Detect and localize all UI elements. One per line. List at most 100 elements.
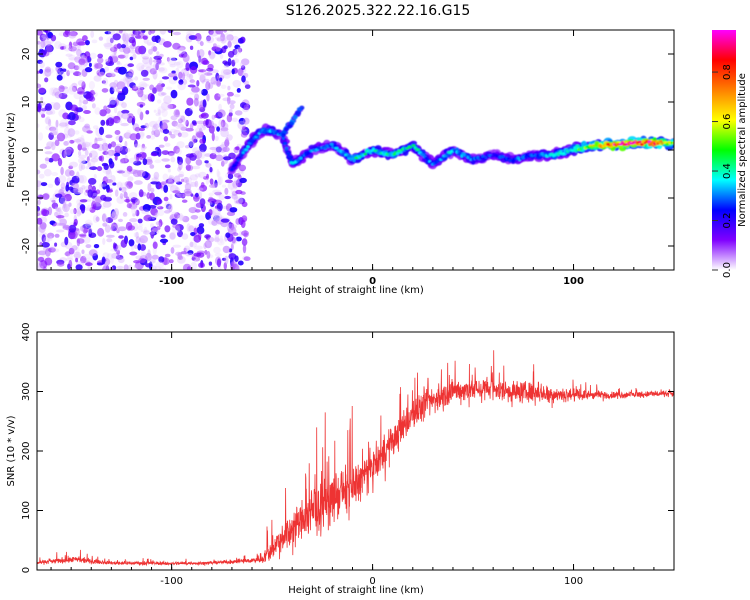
noise-blob (119, 158, 125, 164)
noise-blob (73, 222, 77, 227)
noise-blob (200, 182, 205, 188)
noise-blob (241, 58, 250, 66)
ridge-blob (352, 158, 356, 163)
noise-blob (195, 159, 203, 166)
noise-blob (140, 69, 149, 77)
noise-blob (229, 103, 235, 110)
noise-blob (197, 124, 203, 129)
noise-blob (124, 76, 132, 83)
noise-blob (78, 154, 87, 159)
noise-blob (116, 81, 126, 90)
noise-blob (153, 109, 157, 113)
noise-blob (215, 146, 222, 153)
noise-blob (110, 209, 116, 219)
noise-blob (172, 31, 181, 36)
noise-blob (65, 257, 73, 262)
noise-blob (107, 149, 116, 156)
ridge-blob (421, 153, 425, 157)
noise-blob (154, 159, 162, 164)
noise-blob (172, 190, 180, 194)
noise-blob (196, 131, 204, 138)
noise-blob (88, 184, 93, 192)
noise-blob (121, 32, 130, 42)
noise-blob (39, 33, 47, 42)
noise-blob (112, 182, 117, 186)
noise-blob (196, 252, 205, 258)
noise-blob (220, 218, 230, 223)
noise-blob (125, 72, 134, 79)
noise-blob (154, 212, 158, 218)
noise-blob (68, 247, 75, 255)
noise-blob (119, 146, 128, 155)
noise-blob (148, 260, 156, 264)
noise-blob (144, 214, 152, 221)
noise-blob (233, 58, 239, 64)
noise-blob (161, 92, 167, 96)
noise-blob (236, 143, 242, 147)
noise-blob (51, 202, 59, 209)
noise-blob (211, 219, 218, 226)
noise-blob (204, 160, 209, 164)
noise-blob (138, 189, 144, 198)
ridge-blob (283, 142, 287, 146)
noise-blob (214, 252, 222, 257)
noise-blob (147, 93, 155, 102)
noise-blob (236, 88, 241, 93)
noise-blob (170, 156, 176, 163)
noise-blob (109, 181, 113, 186)
noise-blob (50, 34, 57, 42)
noise-blob (37, 59, 43, 64)
noise-blob (37, 217, 43, 225)
noise-blob (53, 102, 61, 110)
noise-blob (133, 244, 138, 249)
noise-blob (69, 170, 75, 177)
ridge-blob (351, 157, 354, 160)
noise-blob (229, 109, 233, 114)
noise-blob (158, 144, 165, 148)
noise-blob (220, 36, 227, 44)
noise-blob (190, 66, 198, 74)
noise-blob (200, 113, 207, 117)
noise-blob (99, 155, 105, 162)
noise-blob (218, 119, 224, 128)
noise-blob (102, 151, 109, 155)
noise-blob (46, 232, 55, 239)
noise-blob (42, 40, 52, 47)
noise-blob (220, 68, 227, 77)
noise-blob (44, 117, 50, 125)
noise-blob (59, 196, 67, 205)
noise-blob (126, 181, 133, 189)
noise-blob (51, 91, 57, 97)
noise-blob (156, 51, 160, 55)
noise-blob (161, 158, 170, 162)
noise-blob (65, 184, 69, 192)
noise-blob (54, 91, 63, 99)
noise-blob (57, 158, 63, 167)
noise-blob (68, 84, 77, 93)
noise-blob (193, 97, 199, 107)
noise-blob (216, 126, 221, 132)
noise-blob (216, 74, 225, 80)
noise-blob (83, 110, 91, 114)
spectrogram-noise-blobs (37, 30, 251, 270)
noise-blob (75, 264, 83, 270)
noise-blob (153, 123, 159, 130)
noise-blob (140, 125, 147, 129)
noise-blob (94, 63, 103, 69)
noise-blob (135, 199, 139, 205)
noise-blob (137, 238, 145, 244)
noise-blob (228, 221, 233, 229)
noise-blob (54, 242, 58, 247)
noise-blob (135, 236, 141, 244)
noise-blob (164, 164, 171, 169)
noise-blob (198, 231, 202, 241)
noise-blob (183, 119, 188, 125)
ridge-blob (323, 147, 328, 150)
noise-blob (125, 130, 132, 138)
noise-blob (78, 117, 85, 123)
noise-blob (110, 248, 119, 252)
noise-blob (44, 68, 52, 77)
noise-blob (184, 183, 194, 188)
noise-blob (190, 215, 199, 220)
